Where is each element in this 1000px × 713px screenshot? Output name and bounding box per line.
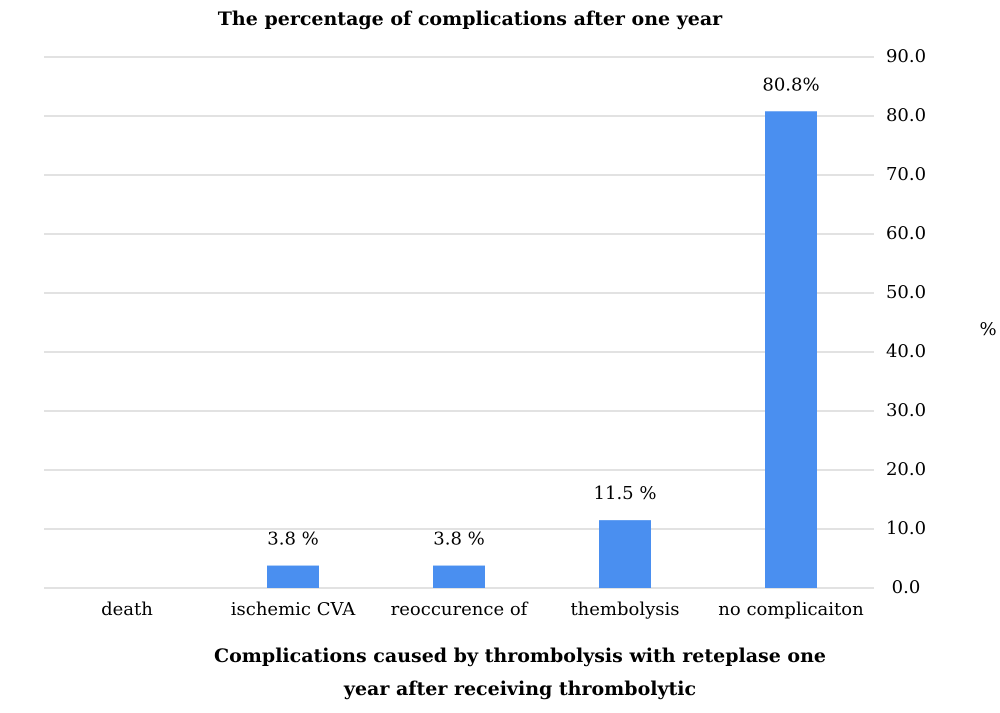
data-label: 3.8 %: [433, 529, 484, 550]
x-tick-label: reoccurence of: [391, 599, 529, 620]
y-tick-label: 90.0: [886, 46, 926, 67]
x-tick-label: no complicaiton: [718, 599, 864, 620]
x-tick-label: ischemic CVA: [231, 599, 356, 620]
x-tick-label: death: [101, 599, 153, 620]
bar: [267, 565, 319, 588]
y-axis-label: %: [979, 319, 996, 340]
y-tick-label: 20.0: [886, 459, 926, 480]
y-tick-label: 70.0: [886, 164, 926, 185]
y-tick-label: 40.0: [886, 341, 926, 362]
data-label: 11.5 %: [594, 483, 657, 504]
y-tick-label: 10.0: [886, 518, 926, 539]
data-label: 3.8 %: [267, 529, 318, 550]
y-tick-label: 30.0: [886, 400, 926, 421]
x-axis-label: Complications caused by thrombolysis wit…: [214, 645, 826, 700]
bar: [599, 520, 651, 588]
x-tick-label: thembolysis: [570, 599, 679, 620]
y-tick-label: 80.0: [886, 105, 926, 126]
bar: [433, 565, 485, 588]
y-tick-label: 0.0: [892, 577, 921, 598]
y-tick-label: 60.0: [886, 223, 926, 244]
bar: [765, 111, 817, 588]
data-label: 80.8%: [762, 74, 819, 95]
y-tick-label: 50.0: [886, 282, 926, 303]
chart-title: The percentage of complications after on…: [218, 8, 723, 30]
